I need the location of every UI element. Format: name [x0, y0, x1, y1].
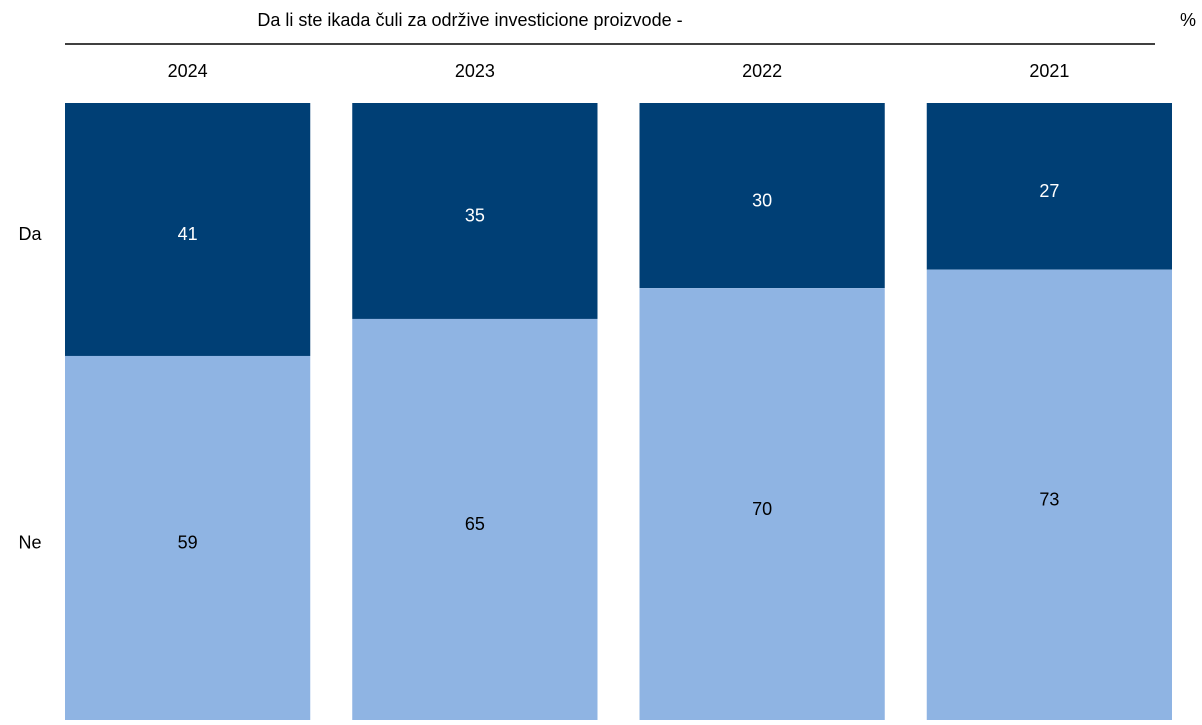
series-label: Da — [18, 224, 42, 244]
bar-segment — [639, 288, 885, 720]
bar-segment — [639, 103, 885, 289]
x-tick-label: 2021 — [1029, 61, 1069, 81]
x-tick-label: 2022 — [742, 61, 782, 81]
series-label: Ne — [18, 533, 41, 553]
value-label: 70 — [752, 499, 772, 519]
x-tick-label: 2023 — [455, 61, 495, 81]
bar-segment — [352, 318, 598, 720]
value-label: 35 — [465, 206, 485, 226]
bar-segment — [926, 103, 1172, 270]
bar-segment — [926, 269, 1172, 720]
value-label: 41 — [178, 224, 198, 244]
value-label: 30 — [752, 190, 772, 210]
bar-segment — [65, 103, 311, 356]
x-tick-label: 2024 — [168, 61, 208, 81]
value-label: 65 — [465, 514, 485, 534]
value-label: 73 — [1039, 490, 1059, 510]
bar-segment — [65, 355, 311, 720]
value-label: 27 — [1039, 181, 1059, 201]
unit-label: % — [1180, 10, 1196, 30]
value-label: 59 — [178, 533, 198, 553]
chart-title: Da li ste ikada čuli za održive investic… — [257, 10, 682, 30]
bar-segment — [352, 103, 598, 319]
